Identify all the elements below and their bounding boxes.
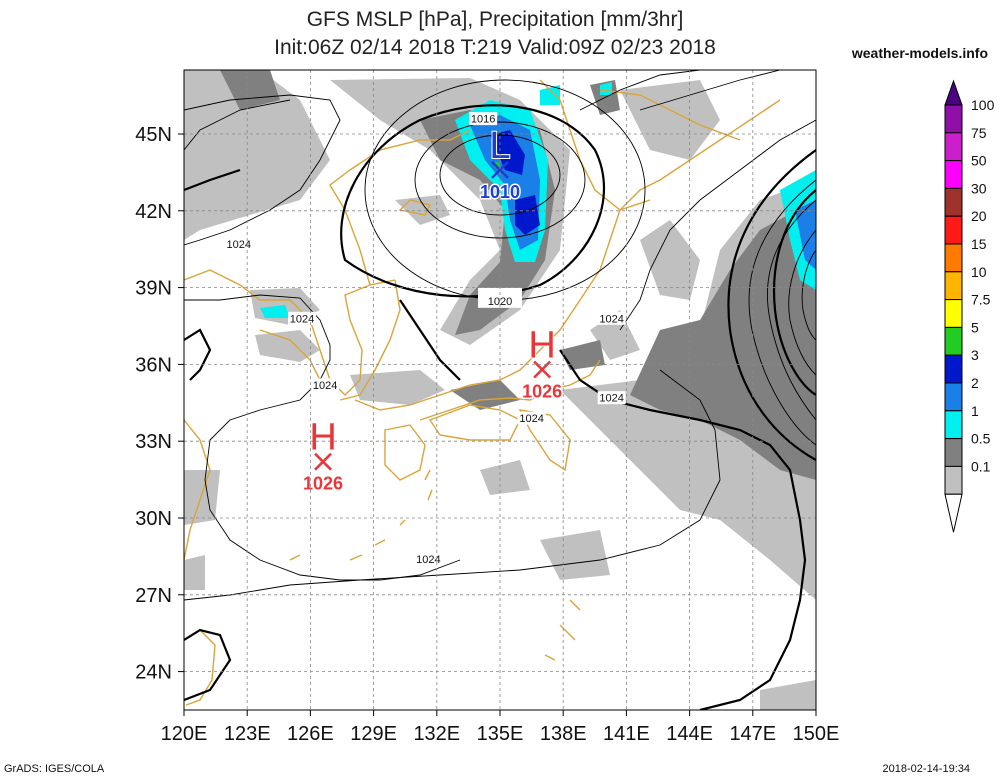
colorbar-label: 0.5 bbox=[971, 431, 991, 447]
isobar-label-bg bbox=[311, 378, 340, 392]
lat-tick-label: 36N bbox=[135, 354, 172, 376]
isobar-labels: 1016 1020 1024 1024 1024 1024 1024 1024 1024 bbox=[224, 112, 626, 566]
colorbar-swatch bbox=[944, 187, 963, 217]
colorbar-bottom-arrow bbox=[944, 493, 963, 533]
colorbar-label: 15 bbox=[971, 236, 987, 252]
center-letter: L bbox=[489, 125, 510, 167]
graticule bbox=[184, 70, 816, 710]
isobar-label-bg bbox=[224, 237, 253, 251]
lon-tick-label: 129E bbox=[350, 723, 397, 745]
colorbar-label: 10 bbox=[971, 264, 987, 280]
isobar-label-bg bbox=[469, 112, 498, 126]
colorbar-swatch bbox=[944, 354, 963, 384]
colorbar-swatch bbox=[944, 299, 963, 328]
isobar-label-bg bbox=[597, 391, 626, 405]
lon-tick-label: 120E bbox=[161, 723, 208, 745]
lon-tick-label: 135E bbox=[477, 723, 524, 745]
center-cross bbox=[314, 452, 332, 471]
colorbar-label: 20 bbox=[971, 208, 987, 224]
colorbar-label: 1 bbox=[971, 403, 979, 419]
colorbar-swatch bbox=[944, 243, 963, 273]
isobar-label: 1016 bbox=[471, 114, 495, 126]
colorbar-swatch bbox=[944, 215, 963, 245]
center-value: 1026 bbox=[522, 382, 562, 402]
colorbar-label: 5 bbox=[971, 319, 979, 335]
colorbar-swatch bbox=[944, 326, 963, 356]
lat-tick-label: 42N bbox=[135, 201, 172, 223]
lat-tick-label: 24N bbox=[135, 662, 172, 684]
lon-tick-label: 150E bbox=[793, 723, 840, 745]
colorbar-swatch bbox=[944, 410, 963, 440]
lat-tick-label: 30N bbox=[135, 508, 172, 530]
colorbar-label: 75 bbox=[971, 125, 987, 141]
colorbar-swatch bbox=[944, 382, 963, 412]
isobar-label: 1024 bbox=[227, 239, 251, 251]
isobar-label-bg bbox=[287, 311, 316, 325]
isobar-label-bg bbox=[414, 552, 443, 566]
lon-tick-label: 123E bbox=[224, 723, 271, 745]
colorbar-swatch bbox=[944, 438, 963, 467]
center-letter: H bbox=[309, 417, 336, 459]
lat-tick-label: 45N bbox=[135, 124, 172, 146]
lon-tick-label: 132E bbox=[413, 723, 460, 745]
lon-tick-label: 147E bbox=[729, 723, 776, 745]
colorbar-label: 30 bbox=[971, 180, 987, 196]
center-cross bbox=[491, 160, 509, 179]
lon-tick-label: 138E bbox=[540, 723, 587, 745]
lat-tick-label: 27N bbox=[135, 585, 172, 607]
lon-tick-label: 126E bbox=[287, 723, 334, 745]
lat-tick-label: 33N bbox=[135, 431, 172, 453]
colorbar-label: 0.1 bbox=[971, 458, 991, 474]
lat-tick-label: 39N bbox=[135, 278, 172, 300]
lon-axis: 120E 123E 126E 129E 132E 135E 138E 141E 144E 147E… bbox=[161, 710, 840, 745]
chart-title: GFS MSLP [hPa], Precipitation [mm/3hr] bbox=[306, 8, 684, 31]
center-letter: H bbox=[528, 325, 555, 367]
colorbar-swatch bbox=[944, 271, 963, 301]
colorbar-label: 3 bbox=[971, 347, 979, 363]
isobar-label: 1024 bbox=[416, 554, 440, 566]
center-cross bbox=[533, 360, 552, 379]
colorbar-label: 100 bbox=[971, 97, 995, 113]
isobars-thin bbox=[184, 70, 816, 601]
colorbar-label: 50 bbox=[971, 153, 987, 169]
colorbar-top-arrow bbox=[944, 79, 963, 106]
isobar-label: 1024 bbox=[290, 313, 314, 325]
center-value: 1026 bbox=[303, 474, 343, 494]
colorbar-swatch bbox=[944, 104, 963, 134]
isobar-label-bg bbox=[597, 311, 626, 325]
brand-label[interactable]: weather-models.info bbox=[851, 45, 988, 61]
colorbar-swatch bbox=[944, 160, 963, 189]
isobar-label: 1020 bbox=[488, 296, 512, 308]
lat-axis: 45N 42N 39N 36N 33N 30N 27N 24N bbox=[135, 124, 184, 684]
isobar-label: 1024 bbox=[599, 313, 623, 325]
colorbar-label: 2 bbox=[971, 375, 979, 391]
colorbar-label: 7.5 bbox=[971, 292, 991, 308]
isobar-label: 1024 bbox=[313, 380, 337, 392]
isobar-label: 1024 bbox=[519, 413, 543, 425]
map-layers bbox=[184, 70, 816, 710]
lon-tick-label: 144E bbox=[666, 723, 713, 745]
isobar-label-bg bbox=[478, 287, 522, 308]
isobar-label: 1024 bbox=[599, 393, 623, 405]
credit-label: GrADS: IGES/COLA bbox=[4, 763, 105, 775]
colorbar-swatch bbox=[944, 132, 963, 162]
isobar-label-bg bbox=[517, 411, 546, 425]
colorbar-swatch bbox=[944, 465, 963, 495]
chart-subtitle: Init:06Z 02/14 2018 T:219 Valid:09Z 02/2… bbox=[274, 36, 716, 59]
precip-3mm bbox=[490, 130, 540, 235]
colorbar: 100 75 50 30 20 15 10 7.5 5 3 2 1 0.5 0.1 bbox=[944, 79, 995, 533]
lon-tick-label: 141E bbox=[603, 723, 650, 745]
timestamp-label: 2018-02-14-19:34 bbox=[882, 763, 970, 775]
